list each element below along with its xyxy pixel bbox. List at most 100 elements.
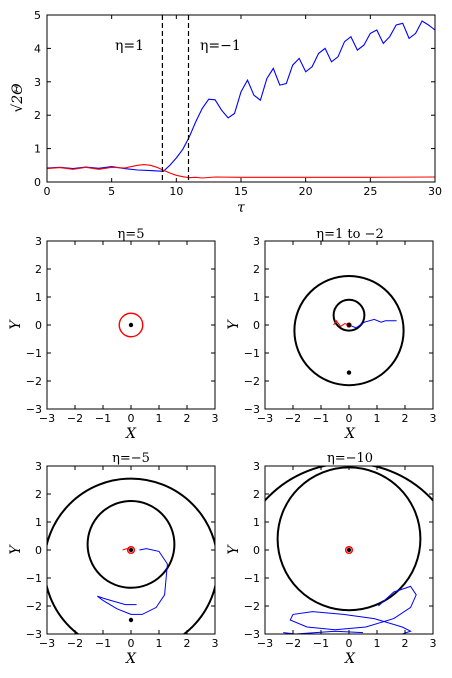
y-tick-label: 0 <box>253 544 260 557</box>
orbit-panel-eta-minus10: η=−10 X Y −3−3 −2 −2 −1 −1 0 0 1 1 2 2 3 3 <box>226 451 437 667</box>
orbit-y-axis-label: Y <box>8 544 24 555</box>
x-tick-label: 1 <box>374 412 381 425</box>
blue-trajectory <box>289 585 417 634</box>
top-y-axis-label: √2Θ <box>10 83 26 113</box>
x-tick-label: −3 <box>39 637 55 650</box>
y-tick-label: −1 <box>244 572 260 585</box>
black-orbit-circle <box>293 275 405 387</box>
y-tick-label: −2 <box>244 600 260 613</box>
y-tick-label: 2 <box>34 109 41 122</box>
orbit-panel-title: η=1 to −2 <box>316 227 383 242</box>
mass-point <box>128 617 134 623</box>
annotation-eta-1: η=1 <box>115 38 144 54</box>
orbit-y-axis-label: Y <box>8 319 24 330</box>
y-tick-label: 1 <box>253 291 260 304</box>
mass-point <box>128 322 134 328</box>
y-tick-label: 0 <box>253 319 260 332</box>
black-orbit-circle <box>276 466 422 612</box>
top-panel: 0 5 10 15 20 25 30 0 1 2 3 4 5 η=1 η=−1 τ √2Θ <box>10 9 442 216</box>
y-tick-label: 2 <box>253 263 260 276</box>
red-orbit-circle <box>118 312 144 338</box>
orbit-x-axis-label: X <box>125 426 137 442</box>
mass-point <box>346 322 352 328</box>
x-tick-label: 0 <box>346 637 353 650</box>
y-tick-label: 1 <box>34 143 41 156</box>
orbit-panel-title: η=−5 <box>112 451 150 466</box>
x-tick-label: −1 <box>313 637 329 650</box>
y-tick-label: −2 <box>26 375 42 388</box>
y-tick-label: 3 <box>35 235 42 248</box>
black-orbit-circle <box>332 298 366 332</box>
x-tick-label: 0 <box>44 185 51 198</box>
x-tick-label: 2 <box>184 412 191 425</box>
x-tick-label: 3 <box>212 637 219 650</box>
series-line-0 <box>46 20 436 172</box>
orbit-y-axis-label: Y <box>226 544 242 555</box>
orbit-x-axis-label: X <box>125 651 137 667</box>
x-tick-label: 0 <box>128 412 135 425</box>
blue-trajectory <box>348 318 397 329</box>
y-tick-label: 3 <box>34 76 41 89</box>
y-tick-label: −3 <box>26 403 42 416</box>
x-tick-label: 1 <box>374 637 381 650</box>
x-tick-label: −3 <box>257 412 273 425</box>
y-tick-label: 1 <box>253 516 260 529</box>
x-tick-label: −2 <box>285 412 301 425</box>
orbit-panel-title: η=5 <box>118 227 145 242</box>
y-tick-label: 4 <box>34 42 41 55</box>
y-tick-label: 0 <box>34 176 41 189</box>
x-tick-label: −1 <box>313 412 329 425</box>
orbit-panel-eta-5: η=5 X Y −3−3 −2 −2 −1 −1 0 0 1 1 2 2 3 3 <box>8 227 219 442</box>
y-tick-label: −1 <box>244 347 260 360</box>
orbit-panel-eta-minus5: η=−5 X Y −3−3 −2 −2 −1 −1 0 0 1 1 2 2 3 3 <box>8 451 219 667</box>
y-tick-label: 3 <box>35 460 42 473</box>
y-tick-label: 2 <box>253 488 260 501</box>
x-tick-label: 0 <box>346 412 353 425</box>
x-tick-label: −2 <box>285 637 301 650</box>
x-tick-label: −3 <box>39 412 55 425</box>
y-tick-label: 1 <box>35 291 42 304</box>
y-tick-label: 3 <box>253 460 260 473</box>
red-trajectory <box>333 319 350 328</box>
blue-trajectory <box>97 548 168 615</box>
x-tick-label: −1 <box>95 412 111 425</box>
y-tick-label: 0 <box>35 319 42 332</box>
mass-point <box>128 547 134 553</box>
y-tick-label: −2 <box>26 600 42 613</box>
y-tick-label: 5 <box>34 9 41 22</box>
orbit-x-axis-label: X <box>344 426 356 442</box>
x-tick-label: 5 <box>108 185 115 198</box>
x-tick-label: 2 <box>402 412 409 425</box>
orbit-panel-eta-1-to-minus2: η=1 to −2 X Y −3−3 −2 −2 −1 −1 0 0 1 1 2 2 3 3 <box>226 227 437 442</box>
x-tick-label: 30 <box>428 185 442 198</box>
x-tick-label: 15 <box>234 185 248 198</box>
x-tick-label: 3 <box>430 412 437 425</box>
y-tick-label: −3 <box>244 628 260 641</box>
x-tick-label: 3 <box>430 637 437 650</box>
y-tick-label: −3 <box>244 403 260 416</box>
x-tick-label: 0 <box>128 637 135 650</box>
orbit-x-axis-label: X <box>344 651 356 667</box>
y-tick-label: 2 <box>35 488 42 501</box>
x-tick-label: 10 <box>169 185 183 198</box>
y-tick-label: 0 <box>35 544 42 557</box>
top-series-layer <box>46 20 436 179</box>
top-ticks: 0 5 10 15 20 25 30 0 1 2 3 4 5 <box>34 9 442 198</box>
x-tick-label: 2 <box>184 637 191 650</box>
x-tick-label: −1 <box>95 637 111 650</box>
y-tick-label: −2 <box>244 375 260 388</box>
orbit-content <box>293 275 405 387</box>
y-tick-label: −1 <box>26 347 42 360</box>
annotation-eta-minus1: η=−1 <box>200 38 241 54</box>
y-tick-label: 3 <box>253 235 260 248</box>
x-tick-label: 25 <box>363 185 377 198</box>
orbit-content <box>47 477 215 634</box>
y-tick-label: −1 <box>26 572 42 585</box>
x-tick-label: 1 <box>156 412 163 425</box>
x-tick-label: 3 <box>212 412 219 425</box>
x-tick-label: −3 <box>257 637 273 650</box>
top-plot-frame <box>46 14 436 183</box>
x-tick-label: −2 <box>67 637 83 650</box>
mass-point <box>346 547 352 553</box>
